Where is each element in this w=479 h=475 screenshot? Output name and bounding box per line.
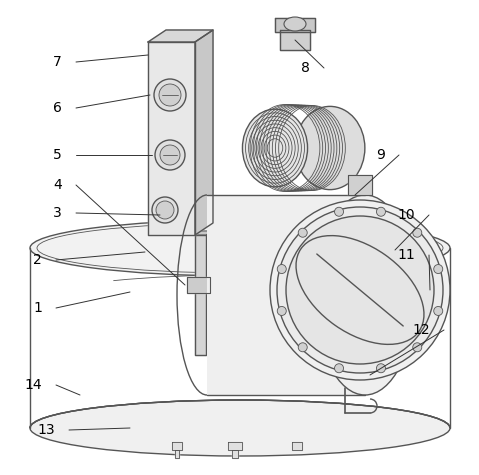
Polygon shape xyxy=(148,42,195,235)
Text: 9: 9 xyxy=(376,148,385,162)
Text: 1: 1 xyxy=(33,301,42,315)
Ellipse shape xyxy=(376,364,386,373)
Ellipse shape xyxy=(277,207,443,373)
Ellipse shape xyxy=(160,145,180,165)
Polygon shape xyxy=(348,175,372,195)
Text: 4: 4 xyxy=(53,178,62,192)
Polygon shape xyxy=(175,450,179,458)
Text: 10: 10 xyxy=(398,208,415,222)
Ellipse shape xyxy=(413,343,422,352)
Ellipse shape xyxy=(284,17,306,31)
Ellipse shape xyxy=(30,400,450,456)
Ellipse shape xyxy=(154,79,186,111)
Polygon shape xyxy=(148,30,213,42)
Ellipse shape xyxy=(334,207,343,216)
Text: 3: 3 xyxy=(53,206,62,220)
Polygon shape xyxy=(195,30,213,235)
Polygon shape xyxy=(195,235,206,355)
Ellipse shape xyxy=(277,265,286,274)
Polygon shape xyxy=(228,442,242,450)
Polygon shape xyxy=(172,442,182,450)
Ellipse shape xyxy=(159,84,181,106)
Ellipse shape xyxy=(30,220,450,276)
Polygon shape xyxy=(187,277,210,293)
Ellipse shape xyxy=(156,201,174,219)
Text: 14: 14 xyxy=(24,378,42,392)
FancyBboxPatch shape xyxy=(207,195,365,395)
Ellipse shape xyxy=(155,140,185,170)
Text: 6: 6 xyxy=(53,101,62,115)
Ellipse shape xyxy=(334,364,343,373)
Text: 2: 2 xyxy=(33,253,42,267)
Text: 7: 7 xyxy=(53,55,62,69)
Text: 5: 5 xyxy=(53,148,62,162)
Ellipse shape xyxy=(376,207,386,216)
Ellipse shape xyxy=(270,200,450,380)
Ellipse shape xyxy=(286,216,434,364)
Ellipse shape xyxy=(315,195,415,395)
Ellipse shape xyxy=(277,306,286,315)
Text: 12: 12 xyxy=(412,323,430,337)
Polygon shape xyxy=(292,442,302,450)
Ellipse shape xyxy=(434,306,443,315)
Ellipse shape xyxy=(152,197,178,223)
Text: 13: 13 xyxy=(37,423,55,437)
Ellipse shape xyxy=(242,109,308,187)
Ellipse shape xyxy=(295,106,365,190)
Polygon shape xyxy=(275,18,315,32)
Ellipse shape xyxy=(298,228,307,237)
Ellipse shape xyxy=(298,343,307,352)
Polygon shape xyxy=(280,30,310,50)
Polygon shape xyxy=(195,231,212,235)
Ellipse shape xyxy=(434,265,443,274)
Ellipse shape xyxy=(413,228,422,237)
Text: 8: 8 xyxy=(301,61,310,75)
Polygon shape xyxy=(232,450,238,458)
Text: 11: 11 xyxy=(397,248,415,262)
